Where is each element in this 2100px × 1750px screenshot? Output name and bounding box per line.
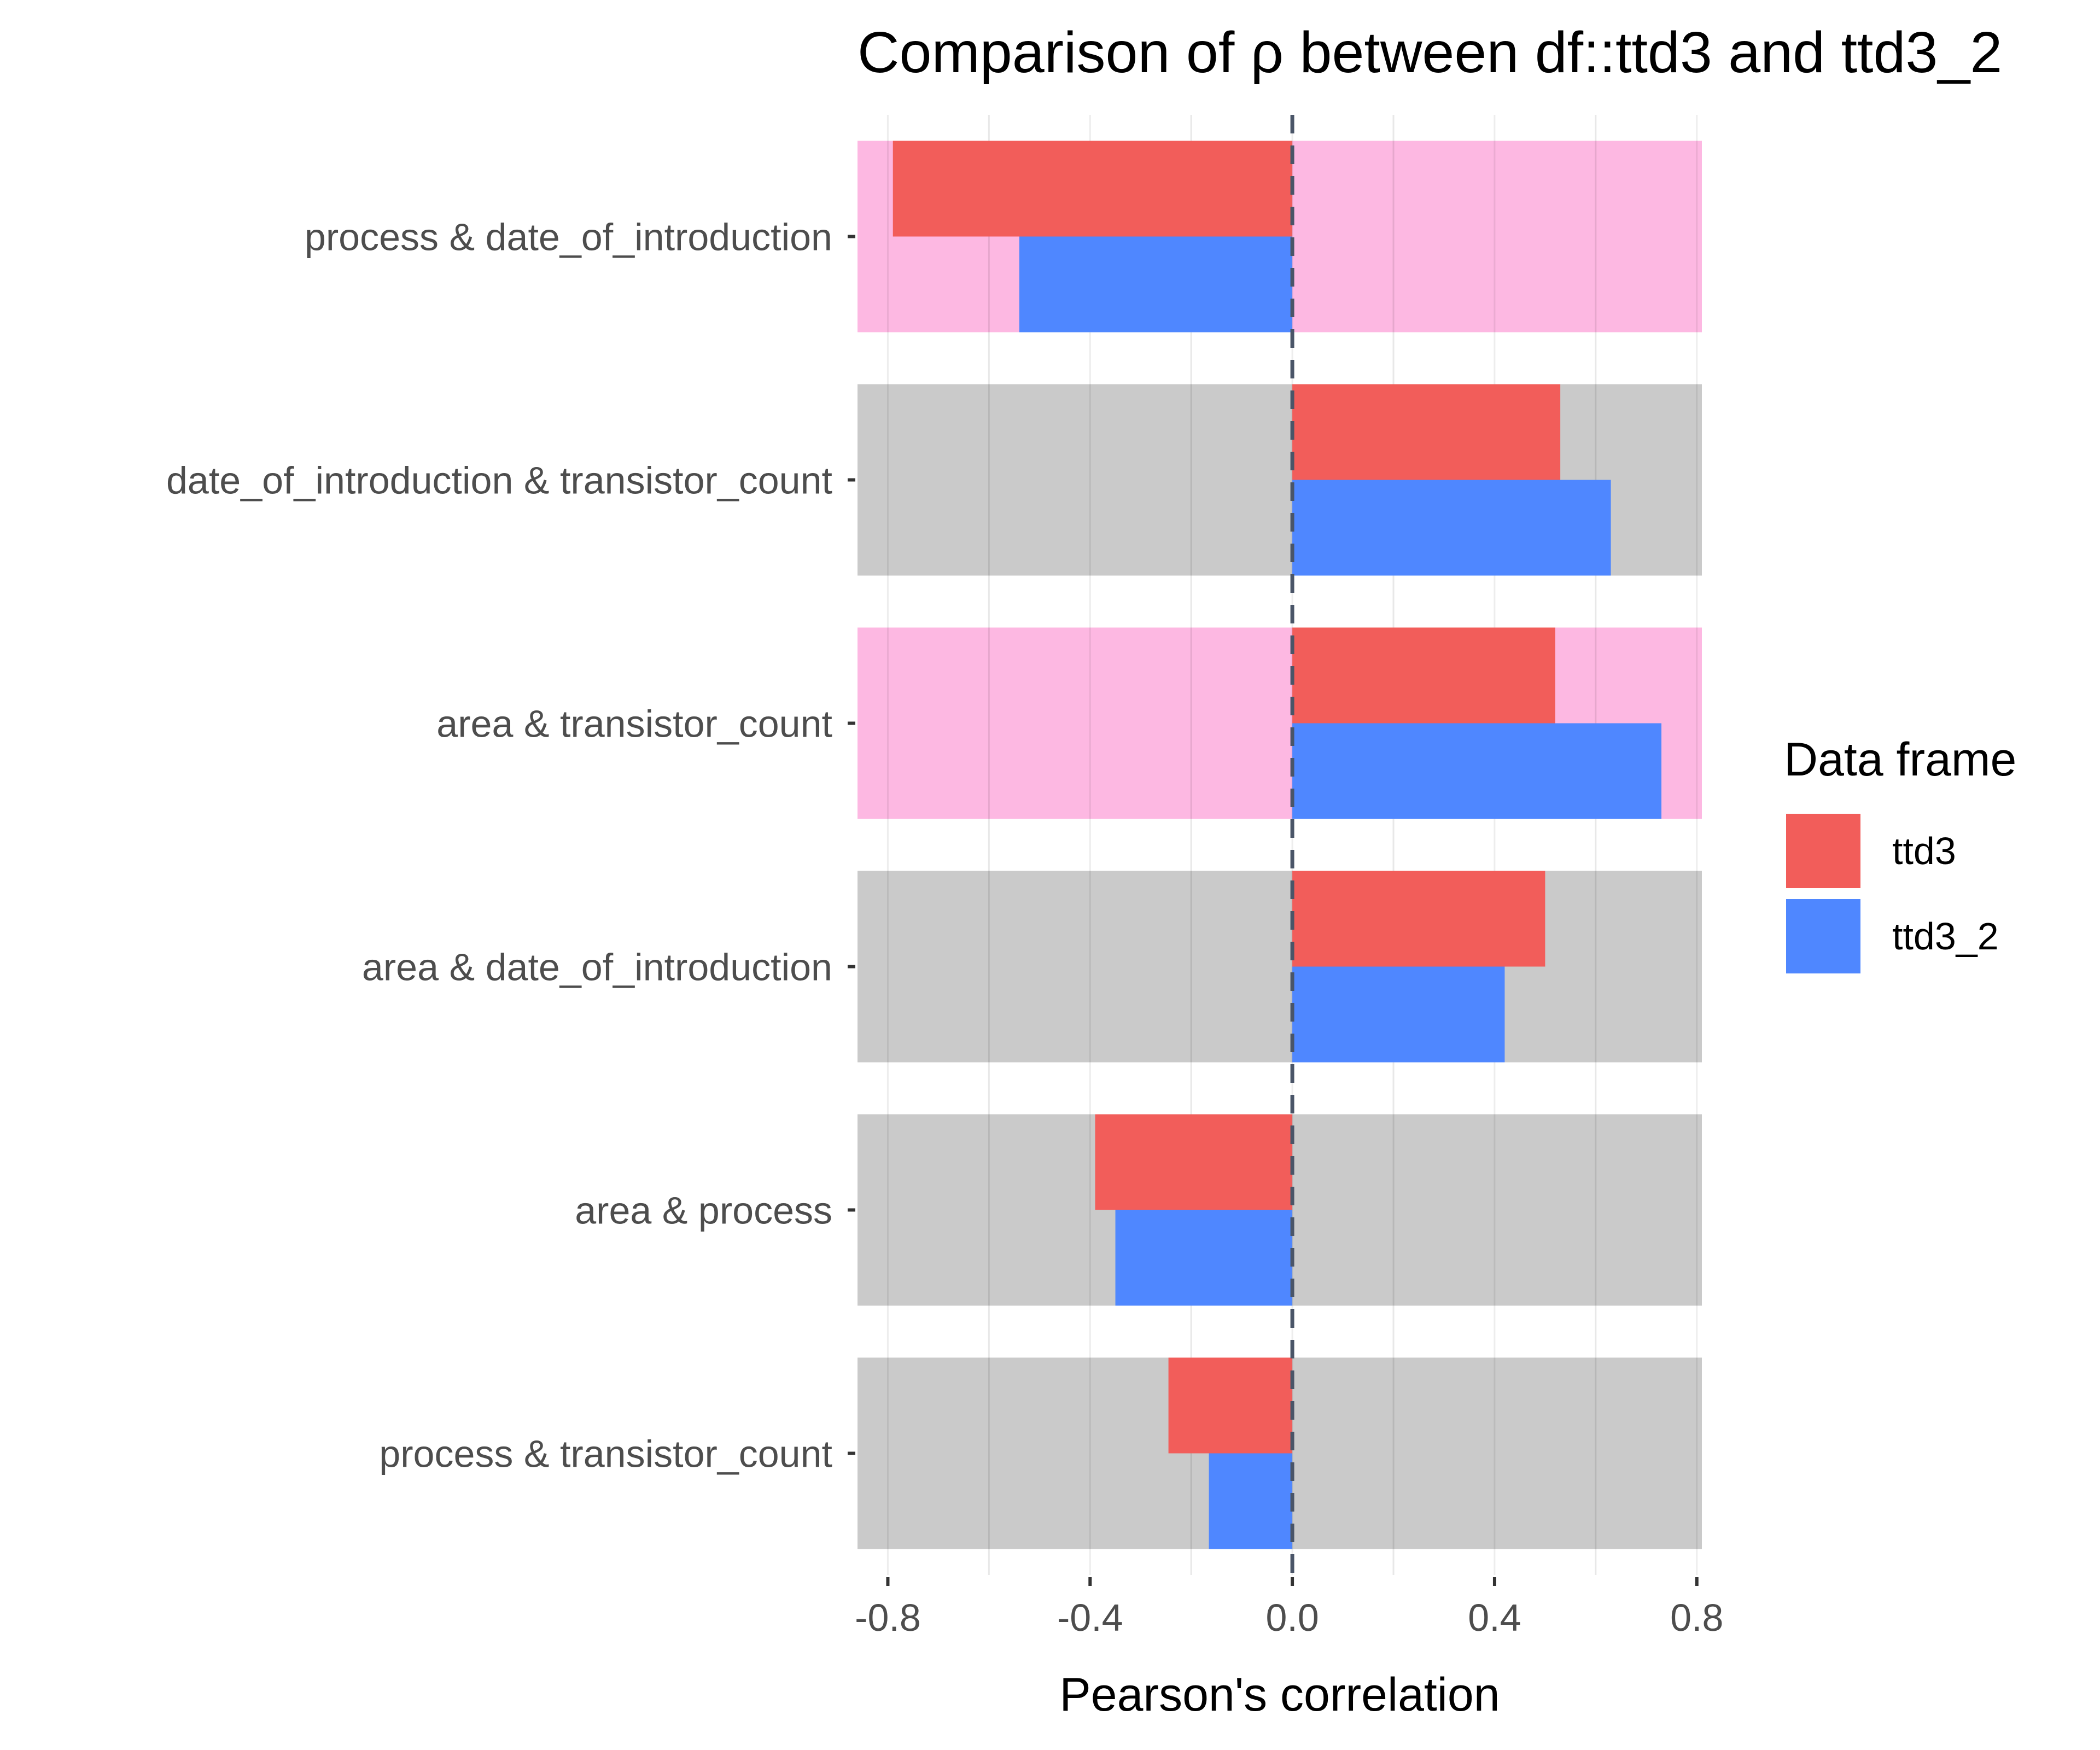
- bars: [892, 141, 1662, 1549]
- grid-lines: [886, 115, 1698, 1575]
- x-tick-label: 0.4: [1468, 1596, 1521, 1639]
- y-tick-label: process & date_of_introduction: [305, 216, 832, 259]
- legend-title: Data frame: [1784, 733, 2016, 786]
- bar-ttd3-2-date-of-introduction-transistor-count: [1292, 480, 1611, 576]
- bar-ttd3-2-area-process: [1115, 1210, 1293, 1306]
- x-tick-label: 0.0: [1265, 1596, 1319, 1639]
- x-axis-title: Pearson's correlation: [1059, 1669, 1500, 1721]
- chart-title: Comparison of ρ between df::ttd3 and ttd…: [858, 20, 2002, 85]
- legend: Data frame ttd3 ttd3_2: [1784, 733, 2016, 976]
- y-axis: process & date_of_introduction date_of_in…: [166, 216, 855, 1475]
- bar-ttd3-2-area-date-of-introduction: [1292, 966, 1505, 1063]
- legend-swatch-ttd3-2: [1786, 899, 1860, 973]
- y-tick-label: area & transistor_count: [436, 703, 832, 745]
- bar-ttd3-process-transistor-count: [1168, 1357, 1293, 1454]
- legend-label-ttd3: ttd3: [1892, 830, 1956, 872]
- bar-ttd3-area-date-of-introduction: [1292, 871, 1545, 967]
- bar-ttd3-2-process-date-of-introduction: [1019, 236, 1293, 332]
- x-tick-label: -0.8: [855, 1596, 921, 1639]
- bar-ttd3-area-process: [1095, 1114, 1293, 1210]
- y-tick-label: date_of_introduction & transistor_count: [166, 459, 832, 502]
- category-band-area-date-of-introduction: [858, 871, 1702, 1063]
- bar-ttd3-date-of-introduction-transistor-count: [1292, 384, 1561, 480]
- x-tick-label: 0.8: [1670, 1596, 1723, 1639]
- y-tick-label: area & process: [575, 1189, 832, 1232]
- legend-label-ttd3-2: ttd3_2: [1892, 915, 1999, 958]
- bar-ttd3-2-area-transistor-count: [1292, 723, 1662, 819]
- y-tick-label: process & transistor_count: [379, 1433, 832, 1475]
- bar-ttd3-area-transistor-count: [1292, 627, 1555, 724]
- legend-swatch-ttd3: [1786, 814, 1860, 888]
- bar-ttd3-process-date-of-introduction: [892, 141, 1293, 237]
- x-tick-label: -0.4: [1057, 1596, 1123, 1639]
- y-tick-label: area & date_of_introduction: [362, 946, 832, 989]
- bar-ttd3-2-process-transistor-count: [1209, 1453, 1293, 1549]
- x-axis: -0.8 -0.4 0.0 0.4 0.8: [855, 1577, 1723, 1639]
